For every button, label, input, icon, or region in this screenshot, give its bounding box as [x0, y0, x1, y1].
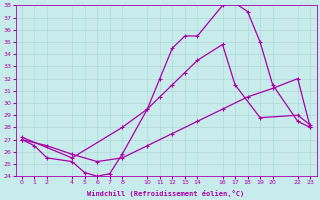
X-axis label: Windchill (Refroidissement éolien,°C): Windchill (Refroidissement éolien,°C): [87, 190, 245, 197]
